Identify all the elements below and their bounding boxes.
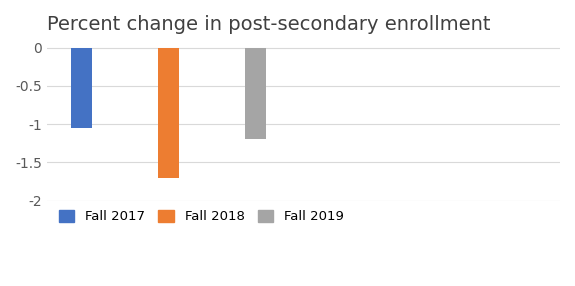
Bar: [71, 48, 93, 128]
Text: Percent change in post-secondary enrollment: Percent change in post-secondary enrollm…: [47, 15, 490, 34]
Legend: Fall 2017, Fall 2018, Fall 2019: Fall 2017, Fall 2018, Fall 2019: [53, 204, 349, 229]
Bar: [158, 48, 179, 178]
Bar: [244, 48, 266, 139]
